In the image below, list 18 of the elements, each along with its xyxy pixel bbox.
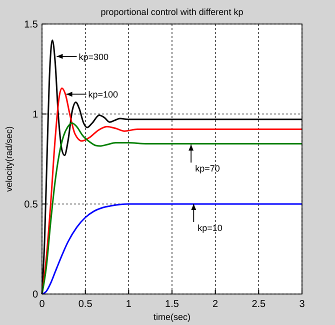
y-axis-title: velocity(rad/sec) — [4, 126, 14, 192]
chart-title: proportional control with different kp — [100, 7, 244, 17]
annotation: kp=70 — [195, 164, 220, 174]
x-tick-label: 3 — [299, 299, 306, 310]
x-tick-label: 0 — [39, 299, 46, 310]
annotation: kp=100 — [88, 90, 118, 100]
y-tick-label: 0.5 — [24, 200, 38, 210]
x-tick-label: 1 — [126, 299, 132, 310]
x-tick-label: 2.5 — [252, 299, 266, 310]
x-tick-label: 0.5 — [78, 299, 93, 310]
x-tick-label: 1.5 — [165, 299, 180, 310]
annotation: kp=300 — [78, 52, 109, 62]
x-tick-label: 2 — [212, 299, 219, 310]
y-tick-label: 1.5 — [24, 20, 38, 30]
x-axis-title: time(sec) — [153, 312, 191, 322]
y-tick-label: 1 — [32, 110, 38, 120]
annotation: kp=10 — [198, 223, 222, 233]
y-tick-label: 0 — [32, 290, 38, 300]
